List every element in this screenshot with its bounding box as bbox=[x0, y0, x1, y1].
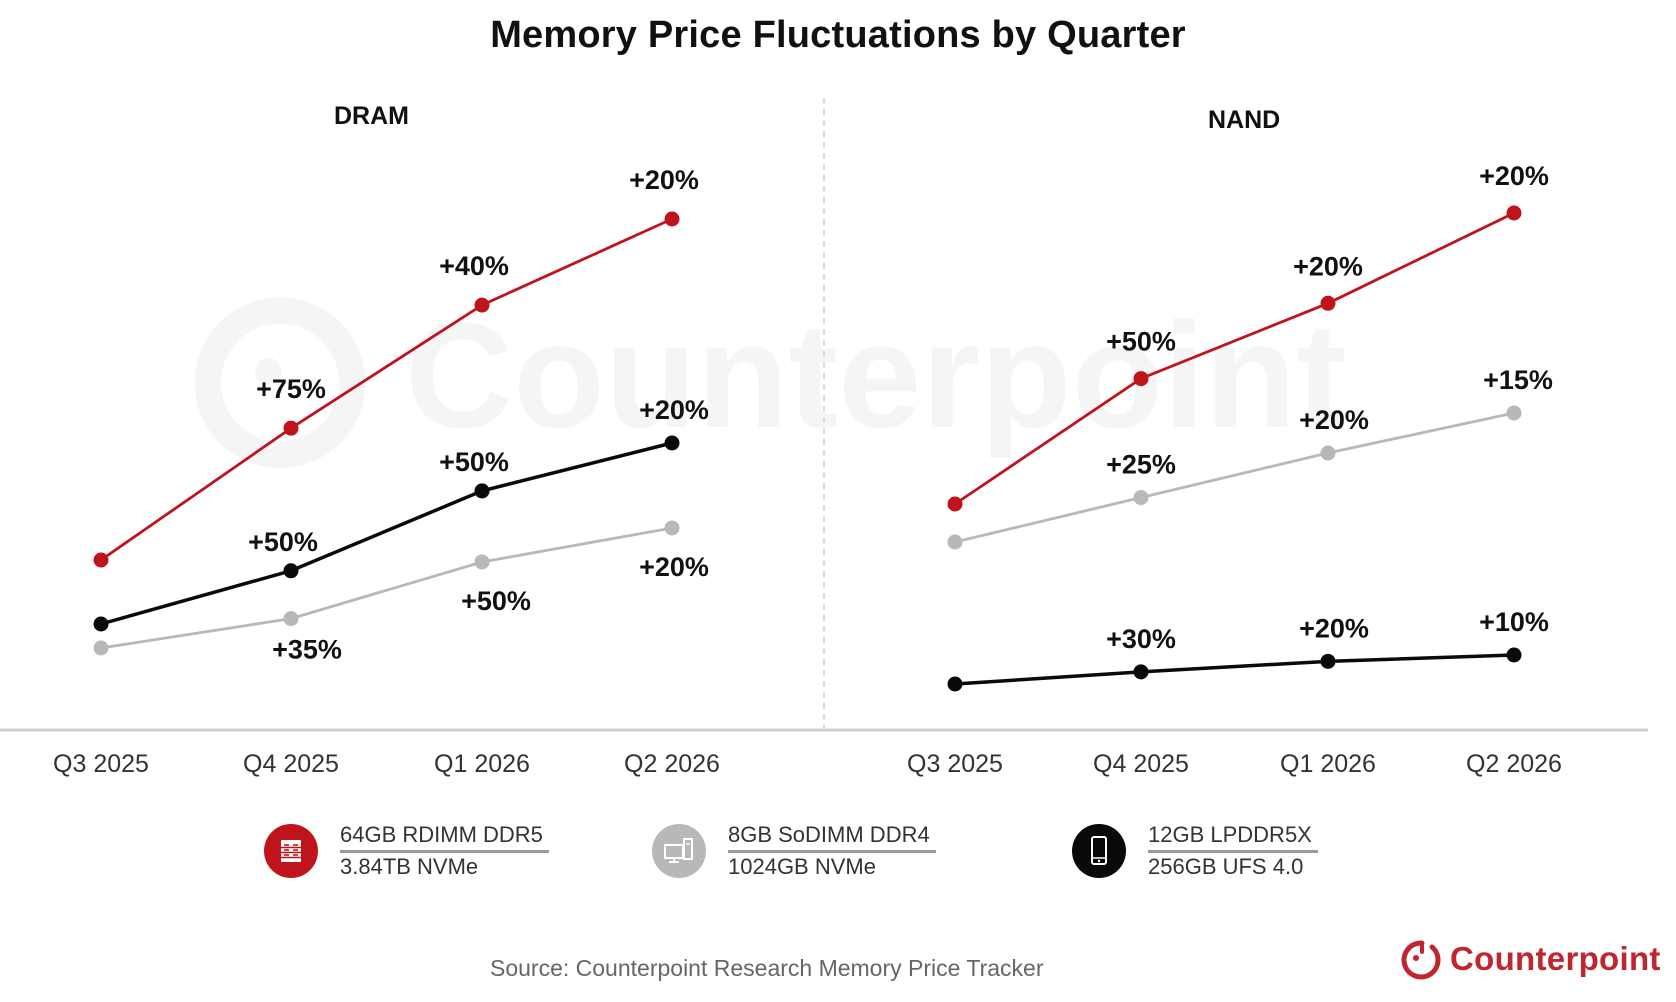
data-point-nand-256gb-ufs-4-0 bbox=[947, 676, 963, 692]
data-label-dram-8gb-sodimm-ddr4: +20% bbox=[639, 552, 709, 582]
data-label-nand-3-84tb-nvme: +20% bbox=[1479, 161, 1549, 191]
server-icon bbox=[264, 824, 318, 878]
data-label-dram-8gb-sodimm-ddr4: +35% bbox=[272, 635, 342, 665]
data-point-nand-3-84tb-nvme bbox=[1320, 295, 1336, 311]
panel-title-nand: NAND bbox=[1208, 106, 1281, 134]
data-point-dram-12gb-lpddr5x bbox=[283, 563, 299, 579]
data-point-dram-8gb-sodimm-ddr4 bbox=[283, 611, 299, 627]
data-point-nand-3-84tb-nvme bbox=[947, 496, 963, 512]
legend-item-ddr5: 64GB RDIMM DDR5 3.84TB NVMe bbox=[264, 820, 549, 882]
data-label-dram-12gb-lpddr5x: +20% bbox=[639, 395, 709, 425]
data-point-nand-256gb-ufs-4-0 bbox=[1320, 653, 1336, 669]
x-tick-label-dram: Q1 2026 bbox=[434, 750, 530, 778]
series-line-dram-64gb-rdimm-ddr5 bbox=[100, 217, 673, 562]
data-point-nand-256gb-ufs-4-0 bbox=[1506, 647, 1522, 663]
data-label-dram-12gb-lpddr5x: +50% bbox=[439, 447, 509, 477]
data-point-nand-3-84tb-nvme bbox=[1506, 205, 1522, 221]
series-line-nand-1024gb-nvme bbox=[954, 411, 1515, 544]
data-point-nand-256gb-ufs-4-0 bbox=[1133, 664, 1149, 680]
panel-title-dram: DRAM bbox=[334, 102, 409, 130]
legend-label-primary: 64GB RDIMM DDR5 bbox=[340, 822, 549, 853]
data-point-dram-8gb-sodimm-ddr4 bbox=[664, 520, 680, 536]
data-point-dram-64gb-rdimm-ddr5 bbox=[664, 211, 680, 227]
x-tick-label-dram: Q4 2025 bbox=[243, 750, 339, 778]
x-tick-label-dram: Q3 2025 bbox=[53, 750, 149, 778]
x-tick-label-nand: Q4 2025 bbox=[1093, 750, 1189, 778]
data-label-nand-256gb-ufs-4-0: +20% bbox=[1299, 613, 1369, 643]
data-point-nand-1024gb-nvme bbox=[1133, 490, 1149, 506]
legend-label-primary: 12GB LPDDR5X bbox=[1148, 822, 1318, 853]
data-label-nand-3-84tb-nvme: +50% bbox=[1106, 327, 1176, 357]
data-point-dram-8gb-sodimm-ddr4 bbox=[474, 554, 490, 570]
x-tick-label-dram: Q2 2026 bbox=[624, 750, 720, 778]
series-line-nand-3-84tb-nvme bbox=[954, 211, 1515, 506]
x-tick-label-nand: Q1 2026 bbox=[1280, 750, 1376, 778]
brand-name: Counterpoint bbox=[1450, 940, 1661, 977]
chart-title: Memory Price Fluctuations by Quarter bbox=[490, 14, 1186, 56]
data-point-nand-3-84tb-nvme bbox=[1133, 371, 1149, 387]
data-label-dram-64gb-rdimm-ddr5: +40% bbox=[439, 251, 509, 281]
data-label-dram-8gb-sodimm-ddr4: +50% bbox=[461, 586, 531, 616]
data-point-dram-12gb-lpddr5x bbox=[474, 483, 490, 499]
x-tick-label-nand: Q2 2026 bbox=[1466, 750, 1562, 778]
data-label-nand-1024gb-nvme: +25% bbox=[1106, 450, 1176, 480]
data-point-dram-12gb-lpddr5x bbox=[93, 616, 109, 632]
data-point-dram-64gb-rdimm-ddr5 bbox=[283, 420, 299, 436]
legend-label-secondary: 256GB UFS 4.0 bbox=[1148, 854, 1304, 879]
legend-label-secondary: 3.84TB NVMe bbox=[340, 854, 479, 879]
data-point-nand-1024gb-nvme bbox=[947, 534, 963, 550]
source-note: Source: Counterpoint Research Memory Pri… bbox=[490, 955, 1044, 981]
data-point-dram-8gb-sodimm-ddr4 bbox=[93, 640, 109, 656]
legend-item-ddr4: 8GB SoDIMM DDR4 1024GB NVMe bbox=[652, 820, 936, 882]
data-point-nand-1024gb-nvme bbox=[1320, 445, 1336, 461]
data-label-nand-256gb-ufs-4-0: +30% bbox=[1106, 624, 1176, 654]
data-point-nand-1024gb-nvme bbox=[1506, 405, 1522, 421]
data-label-dram-64gb-rdimm-ddr5: +20% bbox=[629, 165, 699, 195]
legend: 64GB RDIMM DDR5 3.84TB NVMe 8GB SoDIMM D… bbox=[0, 820, 1676, 890]
data-label-nand-256gb-ufs-4-0: +10% bbox=[1479, 607, 1549, 637]
data-label-nand-3-84tb-nvme: +20% bbox=[1293, 251, 1363, 281]
legend-label-secondary: 1024GB NVMe bbox=[728, 854, 876, 879]
data-point-dram-64gb-rdimm-ddr5 bbox=[474, 297, 490, 313]
data-point-dram-64gb-rdimm-ddr5 bbox=[93, 552, 109, 568]
brand-logo: Counterpoint bbox=[1398, 937, 1661, 981]
data-label-dram-64gb-rdimm-ddr5: +75% bbox=[256, 374, 326, 404]
data-label-nand-1024gb-nvme: +15% bbox=[1483, 365, 1553, 395]
data-label-dram-12gb-lpddr5x: +50% bbox=[248, 527, 318, 557]
desktop-icon bbox=[652, 824, 706, 878]
series-line-nand-256gb-ufs-4-0 bbox=[954, 653, 1515, 686]
series-line-dram-12gb-lpddr5x bbox=[100, 441, 673, 626]
series-line-dram-8gb-sodimm-ddr4 bbox=[100, 526, 673, 650]
counterpoint-logo-icon bbox=[1401, 940, 1441, 980]
data-label-nand-1024gb-nvme: +20% bbox=[1299, 405, 1369, 435]
smartphone-icon bbox=[1072, 824, 1126, 878]
legend-label-primary: 8GB SoDIMM DDR4 bbox=[728, 822, 936, 853]
data-point-dram-12gb-lpddr5x bbox=[664, 435, 680, 451]
legend-item-lpddr5x: 12GB LPDDR5X 256GB UFS 4.0 bbox=[1072, 820, 1318, 882]
chart-area: Q3 2025 Q4 2025 Q1 2026 Q2 2026 +75% +40% +20%… bbox=[0, 98, 1648, 778]
x-tick-label-nand: Q3 2025 bbox=[907, 750, 1003, 778]
